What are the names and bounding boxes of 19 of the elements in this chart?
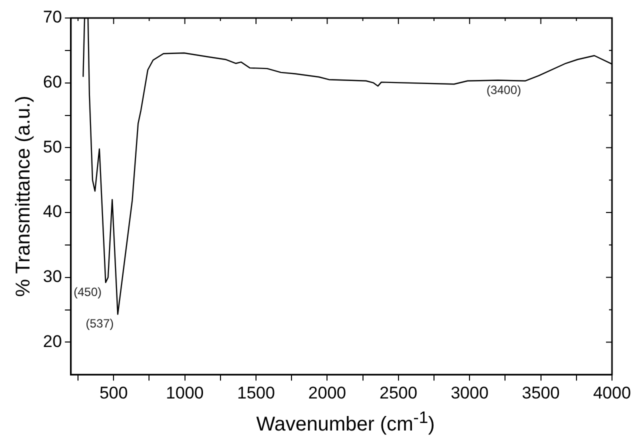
y-tick-label: 20 bbox=[42, 332, 62, 351]
x-tick-label: 500 bbox=[99, 383, 128, 402]
x-tick-label: 1500 bbox=[237, 383, 275, 402]
annotation: (3400) bbox=[486, 83, 522, 98]
annotation: (450) bbox=[74, 284, 102, 299]
y-tick-label: 40 bbox=[42, 202, 62, 222]
x-axis-title: Wavenumber (cm$^{-1}$) bbox=[255, 408, 436, 437]
y-tick-label: 30 bbox=[42, 267, 62, 286]
x-tick-label: 3500 bbox=[522, 383, 560, 402]
y-tick-label: 50 bbox=[42, 137, 62, 156]
x-tick-label: 3000 bbox=[450, 383, 489, 402]
x-tick-label: 1000 bbox=[166, 383, 204, 402]
x-tick-label: 2500 bbox=[379, 383, 418, 402]
y-axis-title: % Transmittance (a.u.) bbox=[12, 96, 35, 297]
x-tick-label: 4000 bbox=[593, 383, 631, 402]
annotation: (537) bbox=[86, 316, 114, 331]
y-tick-label: 60 bbox=[42, 72, 62, 92]
y-tick-label: 70 bbox=[42, 8, 62, 27]
x-tick-label: 2000 bbox=[308, 383, 346, 402]
